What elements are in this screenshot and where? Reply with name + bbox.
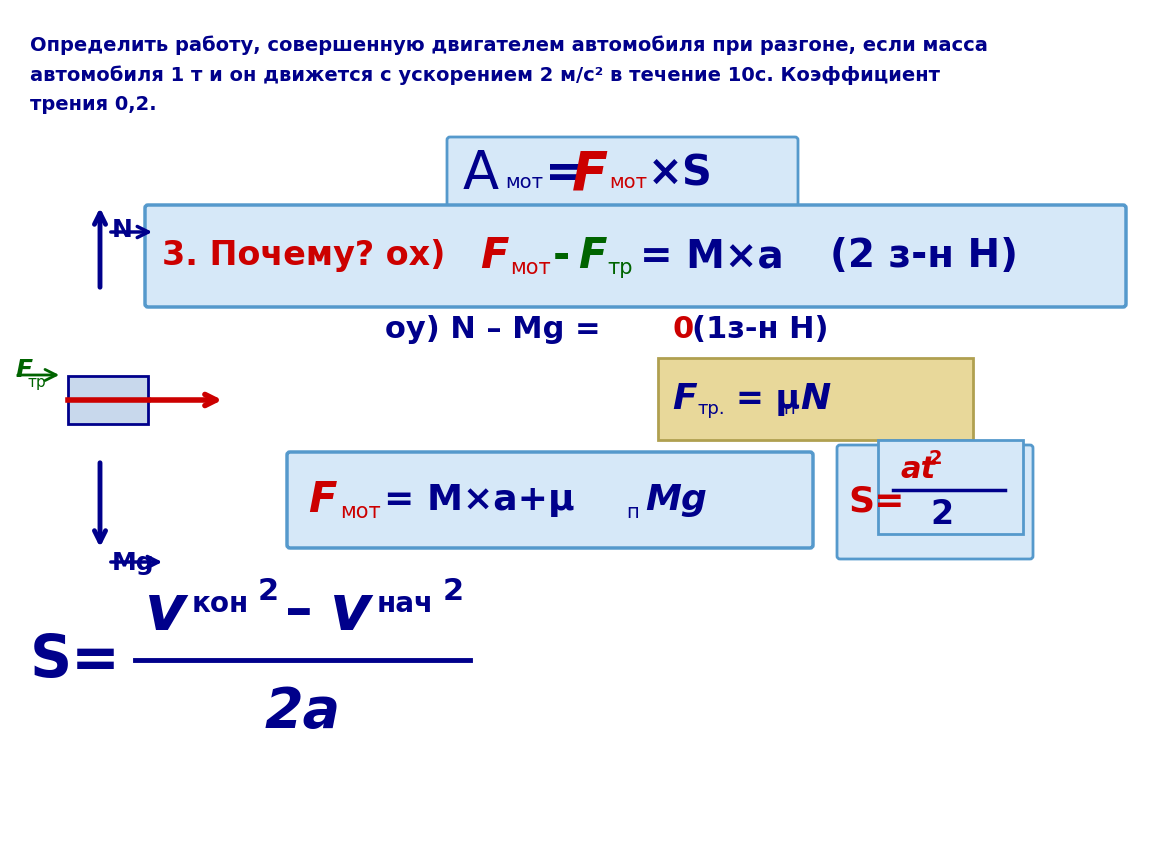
- Text: 2: 2: [443, 577, 465, 607]
- Text: (2 з-н Н): (2 з-н Н): [830, 237, 1018, 275]
- Text: F: F: [672, 382, 697, 416]
- Text: =: =: [545, 151, 584, 196]
- Text: N: N: [112, 218, 133, 242]
- Text: F: F: [308, 479, 337, 521]
- Text: at: at: [900, 455, 935, 485]
- FancyBboxPatch shape: [288, 452, 813, 548]
- Text: v: v: [145, 581, 186, 643]
- Text: мот: мот: [505, 173, 543, 192]
- Text: тр: тр: [607, 258, 633, 278]
- Text: F: F: [480, 235, 508, 277]
- Text: 3. Почему? ох): 3. Почему? ох): [162, 239, 445, 272]
- Text: нач: нач: [377, 590, 434, 618]
- Text: кон: кон: [192, 590, 250, 618]
- Text: 2: 2: [258, 577, 279, 607]
- FancyBboxPatch shape: [837, 445, 1033, 559]
- Text: Mg: Mg: [645, 483, 707, 517]
- Text: v: v: [330, 581, 371, 643]
- Text: мот: мот: [340, 502, 381, 522]
- Bar: [68, 376, 148, 424]
- Text: тр: тр: [28, 374, 47, 390]
- Text: 0: 0: [672, 315, 693, 345]
- Text: мот: мот: [509, 258, 551, 278]
- Text: А: А: [463, 148, 499, 200]
- Text: оу) N – Mg =: оу) N – Mg =: [385, 315, 612, 345]
- Text: S=: S=: [30, 632, 121, 689]
- Text: 2а: 2а: [264, 685, 342, 739]
- Text: F: F: [572, 148, 608, 200]
- Text: автомобиля 1 т и он движется с ускорением 2 м/с² в течение 10с. Коэффициент: автомобиля 1 т и он движется с ускорение…: [30, 65, 940, 85]
- Text: тр.: тр.: [697, 400, 724, 418]
- Text: 2: 2: [930, 499, 953, 531]
- Text: п: п: [783, 400, 795, 418]
- Text: F: F: [578, 235, 606, 277]
- Text: п: п: [626, 503, 638, 522]
- Text: Mg: Mg: [112, 551, 154, 575]
- Text: -: -: [553, 235, 570, 277]
- Text: = М×а: = М×а: [641, 237, 783, 275]
- Text: F: F: [15, 358, 32, 382]
- Text: N: N: [800, 382, 830, 416]
- Text: Определить работу, совершенную двигателем автомобиля при разгоне, если масса: Определить работу, совершенную двигателе…: [30, 35, 988, 54]
- Text: трения 0,2.: трения 0,2.: [30, 96, 156, 115]
- Text: S=: S=: [848, 485, 905, 519]
- FancyBboxPatch shape: [447, 137, 798, 211]
- FancyBboxPatch shape: [145, 205, 1126, 307]
- Bar: [877, 440, 1024, 534]
- Text: мот: мот: [610, 173, 647, 192]
- Text: ×S: ×S: [647, 153, 713, 195]
- Text: (1з-н Н): (1з-н Н): [692, 315, 828, 345]
- Text: = М×а+µ: = М×а+µ: [384, 483, 575, 517]
- Text: = µ: = µ: [736, 383, 800, 416]
- Text: –: –: [285, 585, 313, 639]
- Bar: [658, 358, 973, 440]
- Text: 2: 2: [928, 448, 942, 467]
